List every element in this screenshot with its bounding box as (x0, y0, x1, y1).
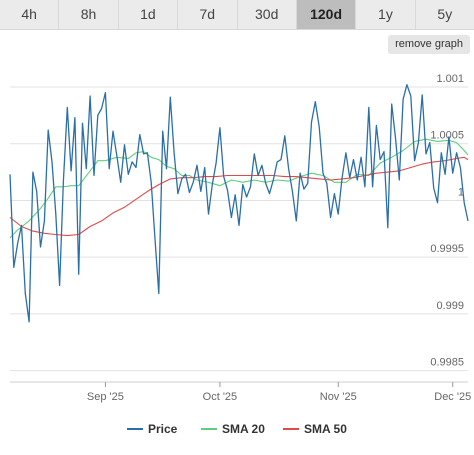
y-tick-label: 1.0005 (430, 130, 464, 142)
tab-1d[interactable]: 1d (118, 0, 179, 29)
y-tick-label: 0.9995 (430, 243, 464, 255)
range-tabs: 4h 8h 1d 7d 30d 120d 1y 5y (0, 0, 474, 30)
chart-legend: Price SMA 20 SMA 50 (127, 422, 347, 436)
remove-graph-button[interactable]: remove graph (388, 35, 470, 54)
y-tick-label: 0.999 (436, 300, 464, 312)
y-tick-label: 1.001 (436, 73, 464, 85)
chart-grid (10, 86, 468, 372)
x-tick-label: Oct '25 (203, 391, 238, 403)
sma-50-series-line (9, 156, 469, 237)
x-tick-label: Nov '25 (320, 391, 357, 403)
x-tick-label: Sep '25 (87, 391, 124, 403)
tab-30d[interactable]: 30d (237, 0, 297, 29)
legend-label-sma-20: SMA 20 (222, 422, 265, 436)
y-tick-label: 0.9985 (430, 357, 464, 369)
price-series-line (9, 84, 469, 323)
tab-8h[interactable]: 8h (59, 0, 119, 29)
legend-label-sma-50: SMA 50 (304, 422, 347, 436)
x-axis: Sep '25 Oct '25 Nov '25 Dec '25 (10, 381, 471, 403)
x-tick-label: Dec '25 (434, 391, 471, 403)
tab-1y[interactable]: 1y (356, 0, 416, 29)
tab-4h[interactable]: 4h (0, 0, 60, 29)
tab-7d[interactable]: 7d (178, 0, 238, 29)
tab-120d[interactable]: 120d (296, 0, 357, 29)
y-axis-labels: 1.001 1.0005 1 0.9995 0.999 0.9985 (430, 73, 464, 369)
chart-series (9, 84, 469, 323)
y-tick-label: 1 (458, 186, 464, 198)
legend-label-price: Price (148, 422, 178, 436)
sma-20-series-line (9, 138, 469, 239)
tab-5y[interactable]: 5y (415, 0, 474, 29)
